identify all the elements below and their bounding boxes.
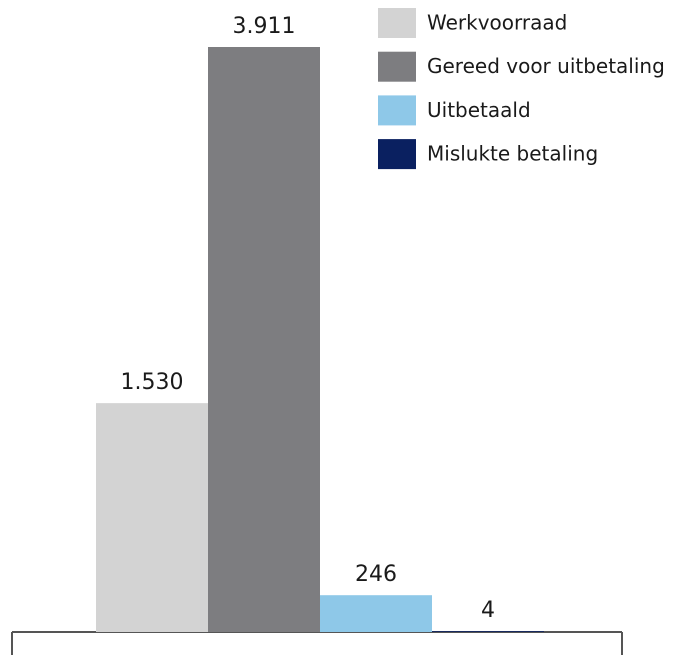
legend-swatch <box>378 8 416 38</box>
legend-swatch <box>378 95 416 126</box>
bar <box>432 631 544 632</box>
legend-label: Werkvoorraad <box>427 11 567 35</box>
bar <box>208 47 320 632</box>
legend-swatch <box>378 51 416 82</box>
value-label: 1.530 <box>121 370 184 395</box>
value-label: 4 <box>481 598 495 623</box>
value-label: 246 <box>355 562 397 587</box>
legend-label: Mislukte betaling <box>427 142 598 166</box>
legend-label: Gereed voor uitbetaling <box>427 54 665 78</box>
legend-label: Uitbetaald <box>427 98 531 122</box>
legend-swatch <box>378 139 416 170</box>
value-label: 3.911 <box>233 14 296 39</box>
bar <box>320 595 432 632</box>
bar <box>96 403 208 632</box>
